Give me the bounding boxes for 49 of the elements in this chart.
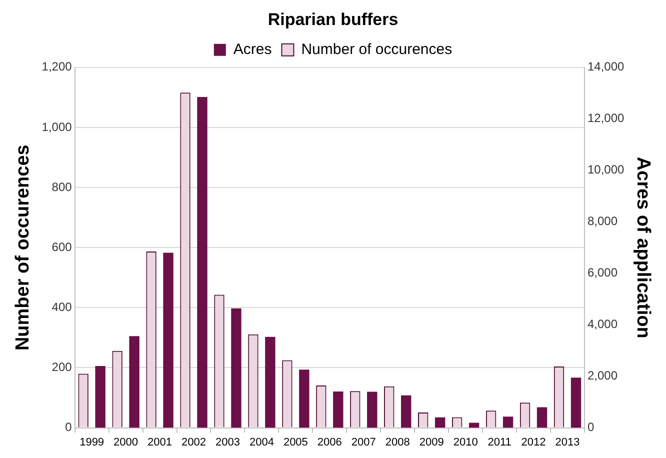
legend-label: Acres (233, 41, 272, 58)
legend-label: Number of occurences (301, 41, 452, 58)
bar (502, 416, 514, 428)
x-tick-label: 2005 (283, 436, 308, 448)
x-tick-label: 2004 (249, 436, 274, 448)
x-tick-label: 2003 (215, 436, 240, 448)
x-tick-label: 2010 (453, 436, 478, 448)
y-tick-label: 400 (52, 300, 72, 314)
y2-tick-label: 14,000 (587, 60, 625, 74)
y2-tick-label: 6,000 (587, 266, 618, 280)
bar (197, 97, 208, 428)
bar (95, 366, 106, 428)
bar (299, 370, 310, 428)
x-tick-label: 2006 (317, 436, 342, 448)
x-tick-label: 2008 (385, 436, 410, 448)
y2-tick-label: 8,000 (587, 214, 618, 228)
x-tick-label: 2013 (555, 436, 580, 448)
y2-tick-label: 10,000 (587, 162, 625, 177)
y-axis-title: Number of occurences (12, 144, 34, 351)
x-tick-label: 2001 (148, 436, 172, 448)
x-tick-label: 2000 (114, 436, 138, 448)
y2-axis-title: Acres of application (632, 156, 654, 338)
x-tick-label: 2009 (419, 436, 444, 448)
bar (536, 407, 548, 428)
bar (333, 392, 344, 428)
x-tick-label: 2002 (182, 436, 206, 448)
bar (163, 252, 174, 428)
bar (434, 417, 446, 428)
x-tick-label: 1999 (80, 436, 104, 448)
y2-tick-label: 0 (587, 420, 594, 434)
y2-tick-label: 12,000 (587, 111, 625, 126)
y-tick-label: 200 (52, 360, 72, 374)
y-tick-label: 0 (65, 420, 72, 434)
bar (401, 395, 412, 428)
chart-title: Riparian buffers (268, 10, 398, 29)
y2-tick-label: 4,000 (587, 317, 618, 332)
bar (231, 308, 242, 428)
bar (367, 392, 378, 428)
x-tick-label: 2007 (351, 436, 376, 448)
x-tick-label: 2012 (521, 436, 546, 448)
bar (265, 336, 276, 428)
y2-tick-label: 2,000 (587, 368, 618, 383)
bar (570, 378, 582, 428)
y-tick-label: 1,200 (42, 60, 72, 74)
y-tick-label: 800 (52, 180, 72, 194)
bar (129, 336, 140, 428)
y-tick-label: 600 (52, 240, 72, 254)
x-tick-label: 2011 (488, 436, 512, 448)
y-tick-label: 1,000 (42, 120, 72, 134)
